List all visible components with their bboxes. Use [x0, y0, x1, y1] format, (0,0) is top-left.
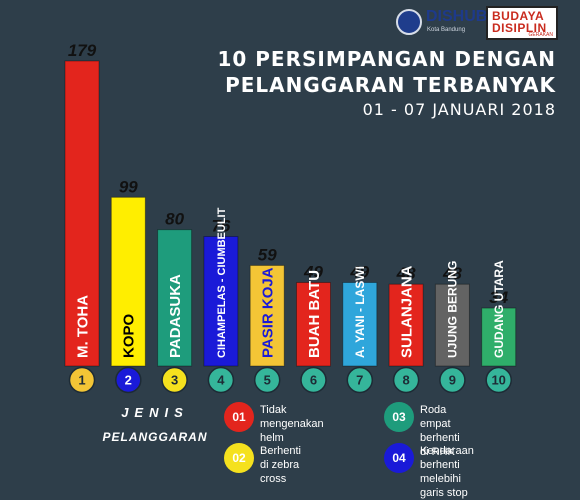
bar-8 [389, 284, 424, 366]
rank-label-5: 5 [264, 373, 271, 388]
legend-text-01: Tidak mengenakan helm [260, 404, 324, 444]
rank-label-2: 2 [125, 373, 132, 388]
rank-badge-2 [115, 366, 142, 394]
value-label-4: 76 [211, 217, 230, 236]
value-label-3: 80 [165, 210, 184, 229]
bar-1 [65, 61, 99, 366]
bar-10 [481, 308, 516, 366]
legend-heading: JENIS PELANGGARAN [100, 405, 210, 444]
legend-heading-2: PELANGGARAN [102, 430, 208, 444]
rank-badge-1 [68, 366, 96, 394]
bar-3 [157, 229, 192, 366]
value-label-9: 48 [442, 264, 462, 283]
budaya-logo-line2: DISIPLIN [492, 21, 547, 35]
category-label-5: PASIR KOJA [260, 267, 277, 358]
rank-badge-5 [253, 366, 281, 394]
category-label-10: GUDANG UTARA [492, 260, 506, 358]
rank-label-1: 1 [78, 373, 85, 388]
bar-outline-9 [434, 283, 470, 367]
legend-badge-04: 04 [384, 443, 414, 473]
rank-badge-8 [392, 366, 420, 394]
rank-label-7: 7 [356, 373, 363, 388]
value-label-1: 179 [68, 41, 97, 60]
rank-label-9: 9 [449, 373, 456, 388]
legend-badge-03: 03 [384, 402, 414, 432]
title-line-1: 10 PERSIMPANGAN DENGAN [217, 47, 556, 71]
bar-outline-5 [249, 264, 285, 367]
legend-badge-02: 02 [224, 443, 254, 473]
bar-outline-8 [388, 283, 424, 367]
category-label-1: M. TOHA [74, 295, 91, 358]
bar-outline-3 [157, 229, 193, 367]
budaya-logo-line3: GERAKAN [528, 32, 553, 38]
rank-badge-9 [439, 366, 466, 394]
rank-label-8: 8 [402, 373, 409, 388]
budaya-logo-line1: BUDAYA [492, 9, 545, 23]
value-label-5: 59 [258, 245, 277, 264]
rank-label-10: 10 [491, 373, 505, 388]
bar-9 [435, 284, 470, 366]
category-label-9: UJUNG BERUNG [446, 261, 460, 358]
rank-label-4: 4 [217, 373, 225, 388]
budaya-disiplin-logo: BUDAYA DISIPLIN GERAKAN [486, 6, 558, 40]
bar-outline-2 [110, 196, 146, 367]
category-label-2: KOPO [121, 313, 138, 358]
legend-text-02: Berhenti di zebra cross [260, 445, 301, 485]
category-label-4: CIHAMPELAS - CIUMBEULIT [216, 207, 228, 358]
bar-7 [342, 282, 377, 366]
rank-badge-10 [485, 366, 512, 394]
value-label-7: 49 [349, 263, 369, 282]
bar-2 [111, 197, 146, 366]
rank-label-3: 3 [171, 373, 178, 388]
title-date-range: 01 - 07 JANUARI 2018 [362, 100, 556, 119]
category-label-3: PADASUKA [167, 274, 184, 358]
value-label-10: 34 [489, 288, 508, 307]
dishub-logo-subtext: Kota Bandung [427, 27, 466, 33]
value-label-8: 48 [396, 264, 416, 283]
value-label-2: 99 [119, 177, 138, 196]
bar-6 [296, 282, 331, 366]
rank-badge-7 [346, 366, 374, 394]
dishub-logo-text: DISHUB [426, 8, 488, 25]
category-label-6: BUAH BATU [306, 270, 323, 358]
legend-badge-01: 01 [224, 402, 254, 432]
bar-outline-4 [203, 236, 239, 367]
value-label-6: 49 [303, 263, 323, 282]
rank-badge-3 [161, 366, 188, 394]
bar-outline-6 [296, 282, 331, 367]
category-label-8: SULANJANA [399, 265, 416, 358]
bar-4 [203, 236, 238, 366]
bar-outline-1 [64, 60, 100, 367]
category-label-7: A. YANI - LASWI [353, 266, 367, 358]
bar-outline-10 [481, 307, 517, 367]
chart-title: 10 PERSIMPANGAN DENGAN PELANGGARAN TERBA… [217, 46, 556, 122]
rank-label-6: 6 [310, 373, 317, 388]
dishub-emblem-icon [396, 9, 422, 35]
legend-text-04: Kendaraan berhenti melebihi garis stop [420, 445, 474, 499]
bar-5 [250, 265, 285, 366]
legend-heading-1: JENIS [121, 405, 189, 420]
rank-badge-6 [300, 366, 327, 394]
rank-badge-4 [207, 366, 235, 394]
bar-outline-7 [342, 282, 378, 367]
logo-group: DISHUB Kota Bandung BUDAYA DISIPLIN GERA… [396, 6, 576, 40]
title-line-2: PELANGGARAN TERBANYAK [225, 73, 556, 97]
legend-text-03: Roda empat berhenti di RHK [420, 404, 460, 458]
